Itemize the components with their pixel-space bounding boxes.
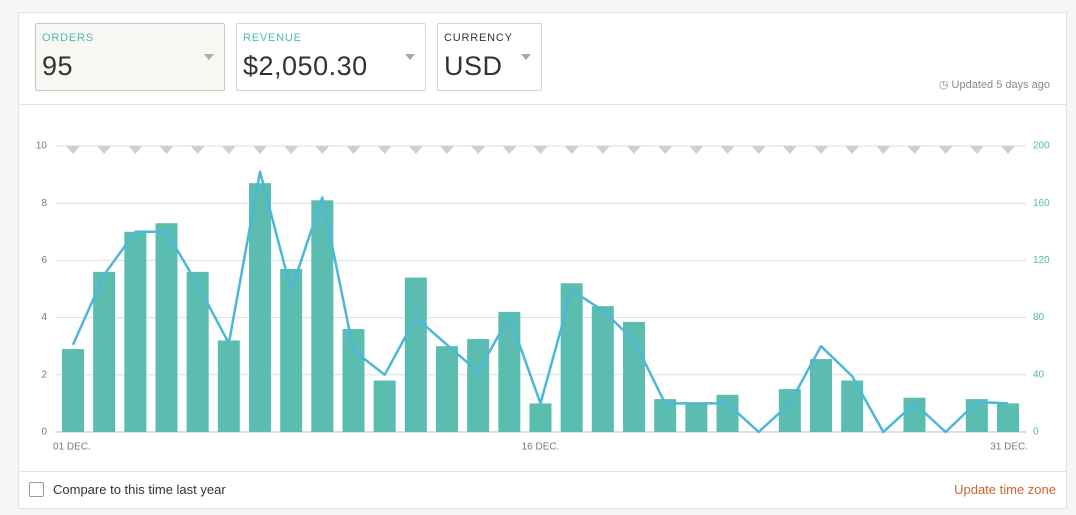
marker <box>221 146 236 154</box>
marker <box>346 146 361 154</box>
marker <box>751 146 766 154</box>
revenue-card[interactable]: REVENUE $2,050.30 <box>236 23 426 91</box>
x-tick-label: 31 DEC. <box>990 442 1028 453</box>
bar <box>591 306 614 432</box>
bar <box>997 403 1019 432</box>
y-tick-label: 2 <box>41 369 47 380</box>
x-tick-label: 01 DEC. <box>53 442 91 453</box>
bar <box>404 277 427 432</box>
marker <box>315 146 330 154</box>
y-tick-label: 0 <box>41 427 47 438</box>
marker <box>533 146 548 154</box>
marker <box>284 146 299 154</box>
caret <box>204 54 214 60</box>
marker <box>969 146 984 154</box>
bar <box>623 321 645 432</box>
marker <box>408 146 423 154</box>
caret <box>405 54 415 60</box>
marker <box>782 146 797 154</box>
compare-label[interactable]: Compare to this time last year <box>53 482 226 497</box>
y2-tick-label: 80 <box>1033 312 1045 323</box>
x-tick-label: 16 DEC. <box>522 442 560 453</box>
revenue-line <box>71 170 1009 434</box>
y2-tick-label: 40 <box>1033 369 1045 380</box>
bar <box>467 339 490 432</box>
header: ORDERS 95 REVENUE $2,050.30 CURRENCY USD… <box>19 13 1066 105</box>
bar <box>373 380 396 432</box>
marker <box>845 146 860 154</box>
y-tick-label: 8 <box>41 198 47 209</box>
marker <box>595 146 610 154</box>
marker <box>564 146 579 154</box>
y2-tick-label: 120 <box>1033 255 1050 266</box>
marker <box>190 146 205 154</box>
card-label: REVENUE <box>243 32 302 44</box>
bar <box>124 231 147 432</box>
y2-tick-label: 160 <box>1033 198 1050 209</box>
y-tick-label: 10 <box>36 141 48 152</box>
bar <box>841 380 864 432</box>
caret <box>521 54 531 60</box>
marker <box>128 146 143 154</box>
marker <box>66 146 80 154</box>
card-value: 95 <box>42 51 74 81</box>
marker <box>471 146 486 154</box>
currency-card[interactable]: CURRENCY USD <box>437 23 542 91</box>
marker <box>377 146 392 154</box>
card-value: $2,050.30 <box>243 51 368 81</box>
card-label: CURRENCY <box>444 32 513 44</box>
bar <box>436 346 458 432</box>
bar <box>311 200 334 432</box>
marker <box>938 146 953 154</box>
marker <box>907 146 922 154</box>
marker <box>440 146 454 154</box>
marker <box>1001 146 1015 154</box>
bar <box>685 403 708 432</box>
bar <box>903 397 926 432</box>
bar <box>186 271 209 432</box>
bar <box>965 399 988 432</box>
bar <box>654 399 677 432</box>
footer: Compare to this time last year Update ti… <box>19 471 1066 508</box>
bar <box>529 403 552 432</box>
marker <box>689 146 704 154</box>
y2-tick-label: 0 <box>1033 427 1039 438</box>
marker <box>627 146 641 154</box>
bar <box>560 283 583 432</box>
y2-tick-label: 200 <box>1033 141 1050 152</box>
marker <box>658 146 673 154</box>
bar <box>217 340 240 432</box>
bar <box>249 183 271 432</box>
update-time-zone[interactable]: Update time zone <box>954 482 1056 497</box>
chart: 0 2 4 6 8 10 0 40 80 120 160 200 01 DEC. 16 DEC. 31 DE… <box>36 141 1050 453</box>
bar <box>93 271 116 432</box>
marker <box>720 146 735 154</box>
updated-text: Updated 5 days ago <box>951 79 1050 91</box>
marker <box>876 146 891 154</box>
marker <box>97 146 112 154</box>
updated: ◷ Updated 5 days ago <box>938 79 1050 91</box>
bar <box>280 268 303 432</box>
bar <box>155 223 178 432</box>
bar <box>716 394 739 432</box>
marker <box>159 146 174 154</box>
marker <box>814 146 828 154</box>
bar <box>498 311 521 432</box>
bar <box>810 359 832 432</box>
marker <box>253 146 267 154</box>
checkbox[interactable] <box>29 482 44 497</box>
card-value: USD <box>444 51 503 81</box>
bar <box>62 349 84 432</box>
card-label: ORDERS <box>42 32 94 44</box>
marker <box>502 146 517 154</box>
y-tick-label: 4 <box>41 312 47 323</box>
orders-card[interactable]: ORDERS 95 <box>35 23 225 91</box>
bar <box>778 389 801 432</box>
y-tick-label: 6 <box>41 255 47 266</box>
